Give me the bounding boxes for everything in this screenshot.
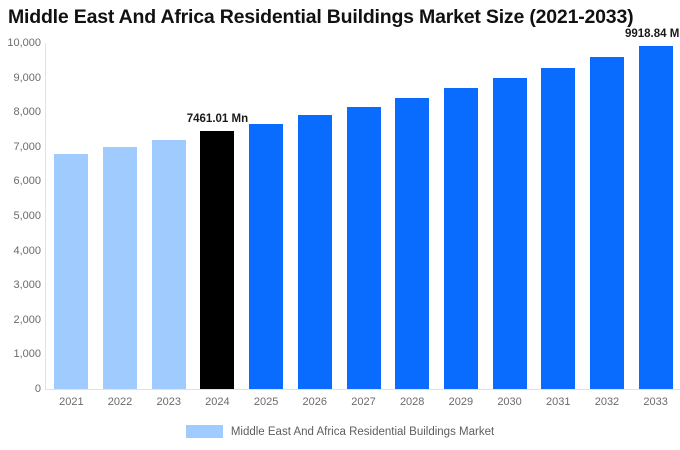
bar-2025[interactable] bbox=[249, 123, 284, 389]
data-label-2033: 9918.84 Mn bbox=[624, 27, 680, 40]
chart-title: Middle East And Africa Residential Build… bbox=[8, 6, 634, 28]
y-axis-line bbox=[45, 43, 46, 390]
x-axis-tick-label: 2031 bbox=[546, 396, 571, 408]
bar-2022[interactable] bbox=[103, 147, 138, 389]
bar-2029[interactable] bbox=[443, 87, 478, 389]
y-axis-tick-label: 7,000 bbox=[13, 140, 41, 153]
bar-2026[interactable] bbox=[297, 115, 332, 389]
bar-2033[interactable] bbox=[638, 45, 673, 389]
legend-label: Middle East And Africa Residential Build… bbox=[230, 425, 495, 438]
bar-2021[interactable] bbox=[54, 154, 89, 389]
y-axis: 10,000 9,000 8,000 7,000 6,000 5,000 4,000 3,00… bbox=[0, 0, 41, 450]
y-axis-tick-label: 2,000 bbox=[13, 313, 41, 326]
bar-2030[interactable] bbox=[492, 77, 527, 389]
legend-item[interactable]: Middle East And Africa Residential Build… bbox=[185, 425, 495, 438]
y-axis-tick-label: 1,000 bbox=[13, 348, 41, 361]
data-label-2024: 7461.01 Mn bbox=[186, 112, 249, 125]
bar-2032[interactable] bbox=[589, 56, 624, 389]
x-axis-tick-label: 2022 bbox=[107, 396, 133, 408]
legend-color-swatch bbox=[185, 425, 223, 438]
x-axis-tick-label: 2026 bbox=[302, 396, 328, 408]
bar-2031[interactable] bbox=[541, 67, 576, 389]
bars-layer bbox=[47, 43, 680, 389]
y-axis-tick-label: 9,000 bbox=[13, 71, 41, 84]
chart-legend: Middle East And Africa Residential Build… bbox=[0, 425, 680, 438]
x-axis-tick-label: 2029 bbox=[448, 396, 474, 408]
x-axis-tick-label: 2032 bbox=[594, 396, 620, 408]
bar-2027[interactable] bbox=[346, 107, 381, 389]
bar-2024[interactable] bbox=[200, 130, 235, 389]
y-axis-tick-label: 8,000 bbox=[13, 106, 41, 119]
x-axis-tick-label: 2033 bbox=[643, 396, 668, 408]
x-axis-line bbox=[45, 389, 680, 390]
x-axis-tick-label: 2030 bbox=[497, 396, 522, 408]
x-axis-tick-label: 2021 bbox=[59, 396, 84, 408]
y-axis-tick-label: 0 bbox=[34, 383, 41, 395]
x-axis-tick-label: 2025 bbox=[253, 396, 279, 408]
x-axis-tick-label: 2028 bbox=[399, 396, 425, 408]
bar-2023[interactable] bbox=[151, 139, 186, 389]
y-axis-tick-label: 10,000 bbox=[7, 37, 41, 49]
x-axis-tick-label: 2024 bbox=[205, 396, 230, 408]
y-axis-tick-label: 3,000 bbox=[13, 279, 41, 292]
x-axis-tick-label: 2027 bbox=[351, 396, 376, 408]
y-axis-tick-label: 5,000 bbox=[13, 210, 41, 222]
y-axis-tick-label: 4,000 bbox=[13, 244, 41, 257]
x-axis-tick-label: 2023 bbox=[156, 396, 181, 408]
bar-2028[interactable] bbox=[395, 97, 430, 389]
y-axis-tick-label: 6,000 bbox=[13, 175, 41, 188]
